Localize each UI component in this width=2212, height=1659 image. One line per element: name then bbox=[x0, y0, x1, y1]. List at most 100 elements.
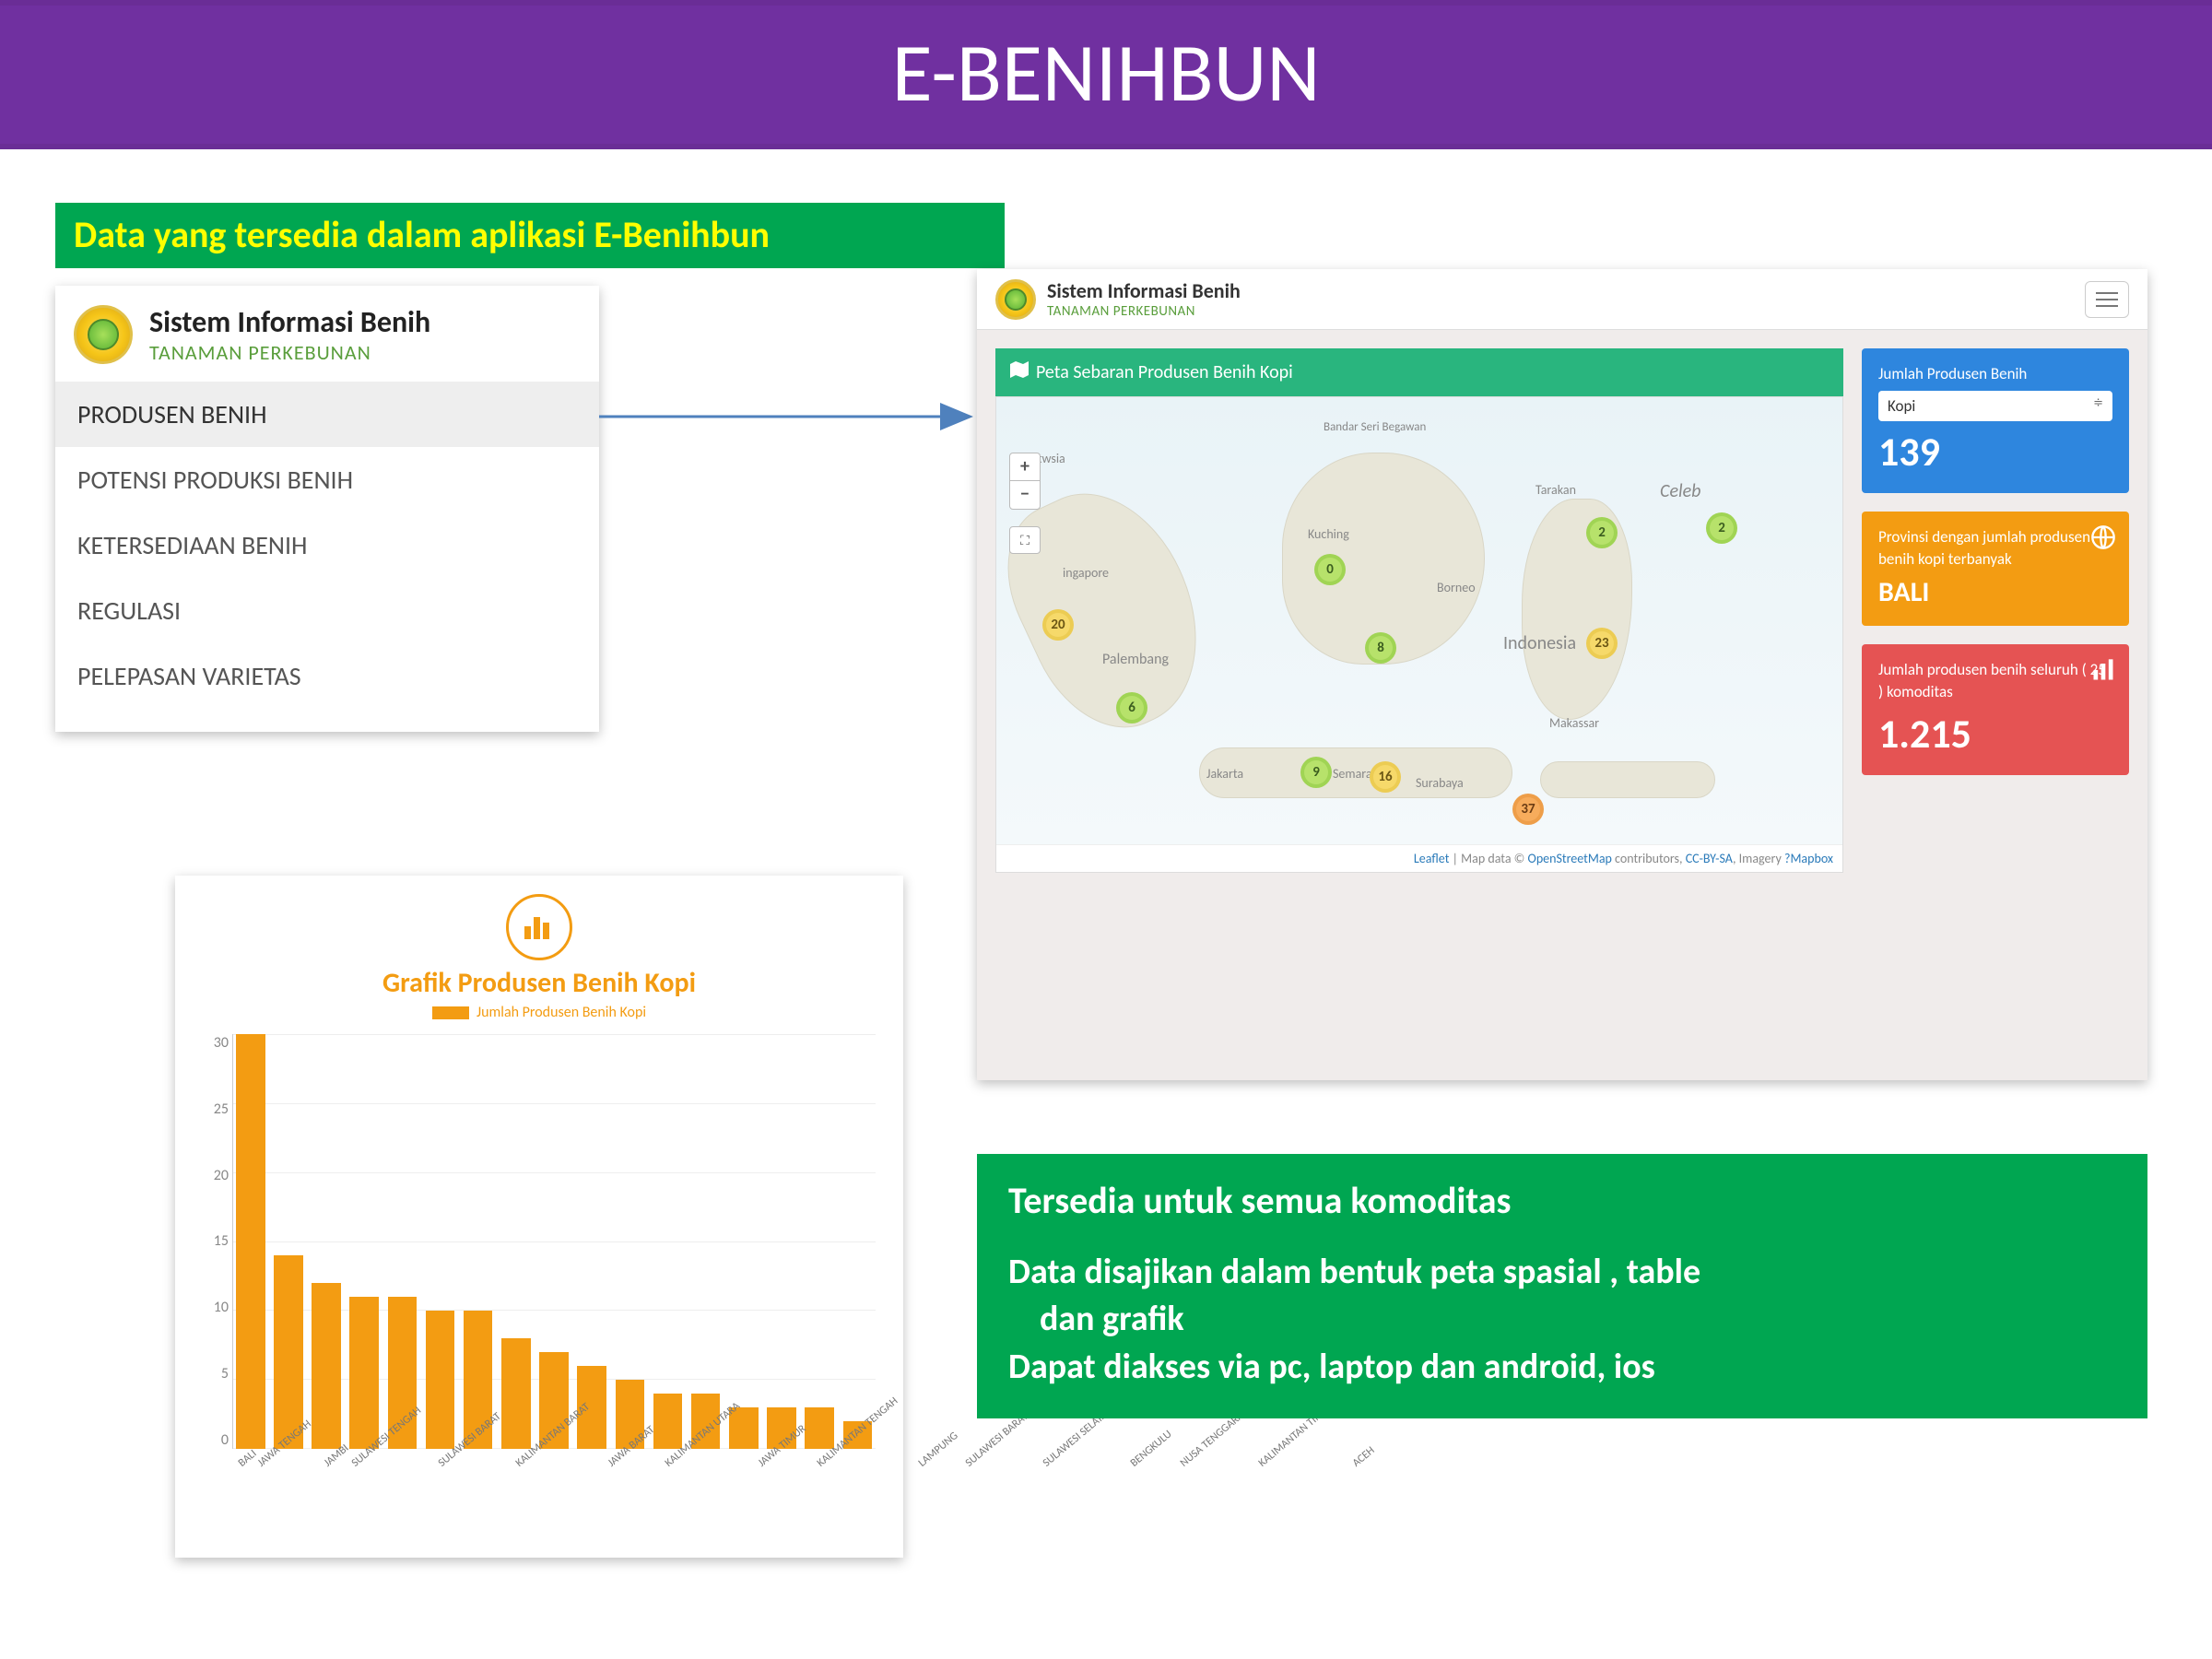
map-marker[interactable]: 20 bbox=[1042, 609, 1074, 641]
bar-chart-icon bbox=[2090, 657, 2116, 683]
stat-value: 139 bbox=[1878, 427, 2112, 477]
menu-item-ketersediaan[interactable]: KETERSEDIAAN BENIH bbox=[55, 512, 599, 578]
menu-header-text: Sistem Informasi Benih TANAMAN PERKEBUNA… bbox=[149, 304, 430, 365]
y-tick-label: 0 bbox=[194, 1431, 229, 1449]
map-marker[interactable]: 2 bbox=[1586, 517, 1618, 548]
map-marker[interactable]: 0 bbox=[1314, 554, 1346, 585]
map-label: Celeb bbox=[1660, 480, 1700, 502]
dashboard-body: Peta Sebaran Produsen Benih Kopi latwsia… bbox=[977, 330, 2147, 891]
attr-text: contributors, bbox=[1612, 851, 1686, 866]
map-label: Bandar Seri Begawan bbox=[1324, 420, 1426, 434]
stat-card-total: Jumlah produsen benih seluruh ( 25 ) kom… bbox=[1862, 644, 2129, 775]
map-label: Tarakan bbox=[1535, 482, 1576, 498]
map-label: Surabaya bbox=[1416, 775, 1464, 791]
map-icon bbox=[1010, 361, 1029, 383]
map-marker[interactable]: 9 bbox=[1300, 757, 1332, 788]
menu-item-regulasi[interactable]: REGULASI bbox=[55, 578, 599, 643]
chart-bar bbox=[236, 1034, 265, 1449]
chart-x-labels: BALIJAWA TENGAHJAMBISULAWESI TENGAHSULAW… bbox=[236, 1451, 872, 1523]
stat-card-province: Provinsi dengan jumlah produsen benih ko… bbox=[1862, 512, 2129, 627]
map-zoom-out-button[interactable]: − bbox=[1010, 481, 1040, 509]
komoditas-selector[interactable]: Kopi ≑ bbox=[1878, 391, 2112, 421]
chart-y-axis: 302520151050 bbox=[194, 1034, 229, 1449]
menu-item-potensi-produksi[interactable]: POTENSI PRODUKSI BENIH bbox=[55, 447, 599, 512]
subtitle-bar: Data yang tersedia dalam aplikasi E-Beni… bbox=[55, 203, 1005, 268]
info-line: Dapat diakses via pc, laptop dan android… bbox=[1008, 1344, 2120, 1391]
menu-items: PRODUSEN BENIH POTENSI PRODUKSI BENIH KE… bbox=[55, 382, 599, 709]
title-banner: E-BENIHBUN bbox=[0, 0, 2212, 149]
chart-header-icon bbox=[506, 894, 572, 960]
map-attribution: Leaflet | Map data © OpenStreetMap contr… bbox=[996, 844, 1842, 872]
map-label: ingapore bbox=[1063, 565, 1109, 581]
mapbox-link[interactable]: ?Mapbox bbox=[1784, 851, 1833, 866]
stat-value: 1.215 bbox=[1878, 709, 2112, 759]
map-fullscreen-button[interactable]: ⛶ bbox=[1009, 526, 1041, 554]
map-marker[interactable]: 6 bbox=[1116, 692, 1147, 724]
info-line: Tersedia untuk semua komoditas bbox=[1008, 1178, 2120, 1223]
info-line: dan grafik bbox=[1008, 1296, 2120, 1343]
chart-bar bbox=[274, 1255, 303, 1449]
dashboard-title-sub: TANAMAN PERKEBUNAN bbox=[1047, 303, 1241, 320]
stat-value: BALI bbox=[1878, 575, 2112, 609]
hamburger-menu-button[interactable] bbox=[2085, 281, 2129, 318]
x-tick-label: ACEH bbox=[1350, 1444, 1416, 1515]
info-box: Tersedia untuk semua komoditas Data disa… bbox=[977, 1154, 2147, 1418]
selector-value: Kopi bbox=[1888, 396, 1915, 416]
chart-legend: Jumlah Produsen Benih Kopi bbox=[194, 1004, 885, 1021]
chart-title: Grafik Produsen Benih Kopi bbox=[194, 966, 885, 1000]
map-marker[interactable]: 2 bbox=[1706, 512, 1737, 544]
legend-label: Jumlah Produsen Benih Kopi bbox=[477, 1004, 646, 1021]
globe-icon bbox=[2090, 524, 2116, 550]
map-canvas[interactable]: latwsia Bandar Seri Begawan Indonesia Pa… bbox=[996, 397, 1842, 844]
legend-swatch bbox=[432, 1006, 469, 1019]
map-label: Makassar bbox=[1549, 715, 1599, 731]
map-marker[interactable]: 23 bbox=[1586, 628, 1618, 659]
stat-card-count: Jumlah Produsen Benih Kopi ≑ 139 bbox=[1862, 348, 2129, 493]
map-label: Borneo bbox=[1437, 580, 1476, 595]
attr-text: | Map data © bbox=[1449, 851, 1527, 866]
dashboard-title-main: Sistem Informasi Benih bbox=[1047, 278, 1241, 303]
map-label: Palembang bbox=[1102, 651, 1169, 668]
map-zoom-control: + − bbox=[1009, 453, 1041, 510]
chart-bars bbox=[236, 1034, 872, 1449]
y-tick-label: 20 bbox=[194, 1167, 229, 1184]
dashboard-right: Jumlah Produsen Benih Kopi ≑ 139 Provins… bbox=[1862, 348, 2129, 873]
y-tick-label: 5 bbox=[194, 1365, 229, 1382]
app-logo-icon bbox=[74, 305, 133, 364]
menu-title-main: Sistem Informasi Benih bbox=[149, 304, 430, 340]
info-line: Data disajikan dalam bentuk peta spasial… bbox=[1008, 1249, 2120, 1296]
caret-icon: ≑ bbox=[2093, 396, 2103, 416]
map-title-text: Peta Sebaran Produsen Benih Kopi bbox=[1036, 361, 1293, 383]
chart-bar bbox=[349, 1297, 379, 1449]
dashboard-panel: Sistem Informasi Benih TANAMAN PERKEBUNA… bbox=[977, 269, 2147, 1080]
map-marker[interactable]: 37 bbox=[1512, 794, 1544, 825]
chart-panel: Grafik Produsen Benih Kopi Jumlah Produs… bbox=[175, 876, 903, 1558]
map-marker[interactable]: 16 bbox=[1370, 761, 1401, 793]
y-tick-label: 10 bbox=[194, 1299, 229, 1316]
map-label: Jakarta bbox=[1206, 766, 1243, 782]
island-shape bbox=[1540, 761, 1715, 798]
ccby-link[interactable]: CC-BY-SA bbox=[1686, 851, 1733, 866]
osm-link[interactable]: OpenStreetMap bbox=[1528, 851, 1612, 866]
chart-bar bbox=[312, 1283, 341, 1449]
leaflet-link[interactable]: Leaflet bbox=[1414, 851, 1449, 866]
arrow-icon bbox=[599, 398, 986, 435]
map-marker[interactable]: 8 bbox=[1365, 632, 1396, 664]
menu-panel: Sistem Informasi Benih TANAMAN PERKEBUNA… bbox=[55, 286, 599, 732]
y-tick-label: 25 bbox=[194, 1100, 229, 1118]
stat-label: Jumlah produsen benih seluruh ( 25 ) kom… bbox=[1878, 659, 2112, 703]
map-wrap: latwsia Bandar Seri Begawan Indonesia Pa… bbox=[995, 396, 1843, 873]
dashboard-left: Peta Sebaran Produsen Benih Kopi latwsia… bbox=[995, 348, 1843, 873]
map-label: Indonesia bbox=[1503, 632, 1576, 654]
app-logo-icon bbox=[995, 279, 1036, 320]
dashboard-header: Sistem Informasi Benih TANAMAN PERKEBUNA… bbox=[977, 269, 2147, 330]
attr-text: , Imagery bbox=[1733, 851, 1784, 866]
menu-item-produsen-benih[interactable]: PRODUSEN BENIH bbox=[55, 382, 599, 447]
menu-title-sub: TANAMAN PERKEBUNAN bbox=[149, 340, 430, 365]
y-tick-label: 30 bbox=[194, 1034, 229, 1052]
map-label: Kuching bbox=[1308, 526, 1349, 542]
stat-label: Provinsi dengan jumlah produsen benih ko… bbox=[1878, 526, 2112, 571]
menu-item-pelepasan-varietas[interactable]: PELEPASAN VARIETAS bbox=[55, 643, 599, 709]
map-zoom-in-button[interactable]: + bbox=[1010, 453, 1040, 481]
menu-header: Sistem Informasi Benih TANAMAN PERKEBUNA… bbox=[55, 304, 599, 382]
